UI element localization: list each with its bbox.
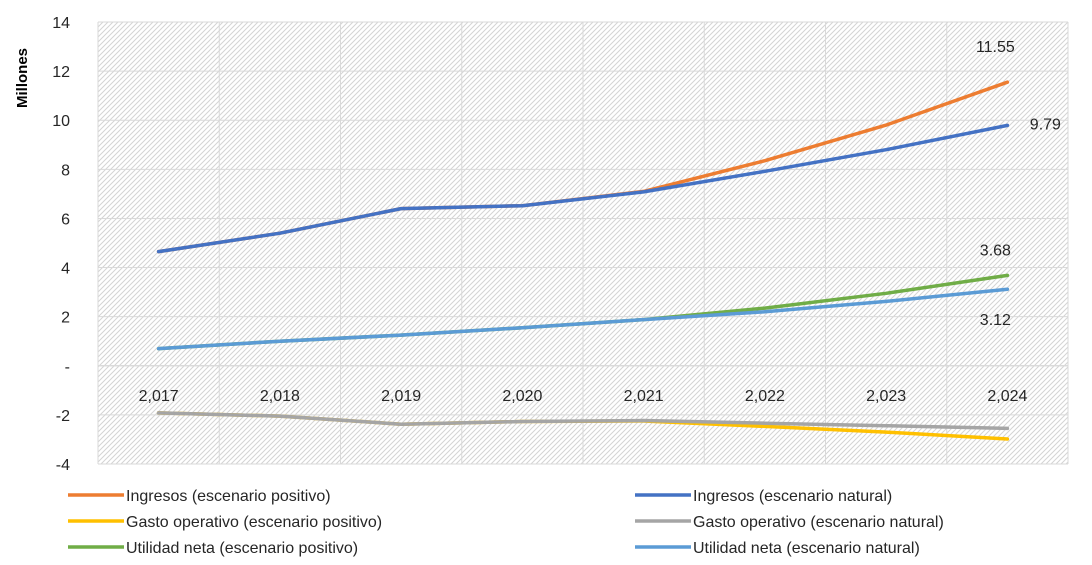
- y-axis: 14 12 10 8 6 4 2 - -2 -4: [52, 15, 70, 474]
- legend-label: Gasto operativo (escenario positivo): [126, 514, 382, 531]
- y-tick-label: 12: [52, 64, 70, 81]
- x-tick-label: 2,018: [260, 388, 300, 405]
- x-tick-label: 2,019: [381, 388, 421, 405]
- data-label: 11.55: [976, 39, 1015, 56]
- data-label: 9.79: [1030, 116, 1061, 133]
- x-tick-label: 2,023: [866, 388, 906, 405]
- y-tick-label: 4: [61, 261, 70, 278]
- legend: Ingresos (escenario positivo) Ingresos (e…: [68, 488, 944, 557]
- series-line: [156, 287, 1010, 351]
- legend-label: Utilidad neta (escenario positivo): [126, 540, 358, 557]
- x-tick-label: 2,022: [745, 388, 785, 405]
- y-tick-label: -4: [56, 457, 70, 474]
- y-tick-label: 2: [61, 310, 70, 327]
- data-label: 3.12: [980, 312, 1011, 329]
- y-axis-label: Millones: [14, 48, 31, 108]
- data-label: 3.68: [980, 242, 1011, 259]
- data-labels: 11.55 9.79 3.68 3.12: [976, 39, 1061, 329]
- y-tick-label: 14: [52, 15, 70, 32]
- series-line: [156, 123, 1010, 254]
- y-tick-label: 8: [61, 162, 70, 179]
- y-tick-label: -: [65, 359, 70, 376]
- x-tick-label: 2,017: [139, 388, 179, 405]
- legend-label: Gasto operativo (escenario natural): [693, 514, 944, 531]
- x-axis: 2,017 2,018 2,019 2,020 2,021 2,022 2,023 2,024: [139, 388, 1028, 405]
- x-tick-label: 2,020: [502, 388, 542, 405]
- x-tick-label: 2,021: [624, 388, 664, 405]
- legend-label: Utilidad neta (escenario natural): [693, 540, 920, 557]
- legend-label: Ingresos (escenario positivo): [126, 488, 331, 505]
- y-tick-label: -2: [56, 408, 70, 425]
- legend-label: Ingresos (escenario natural): [693, 488, 892, 505]
- y-tick-label: 10: [52, 113, 70, 130]
- x-tick-label: 2,024: [987, 388, 1027, 405]
- series-lines: [156, 80, 1010, 441]
- y-tick-label: 6: [61, 211, 70, 228]
- series-line: [156, 411, 1010, 431]
